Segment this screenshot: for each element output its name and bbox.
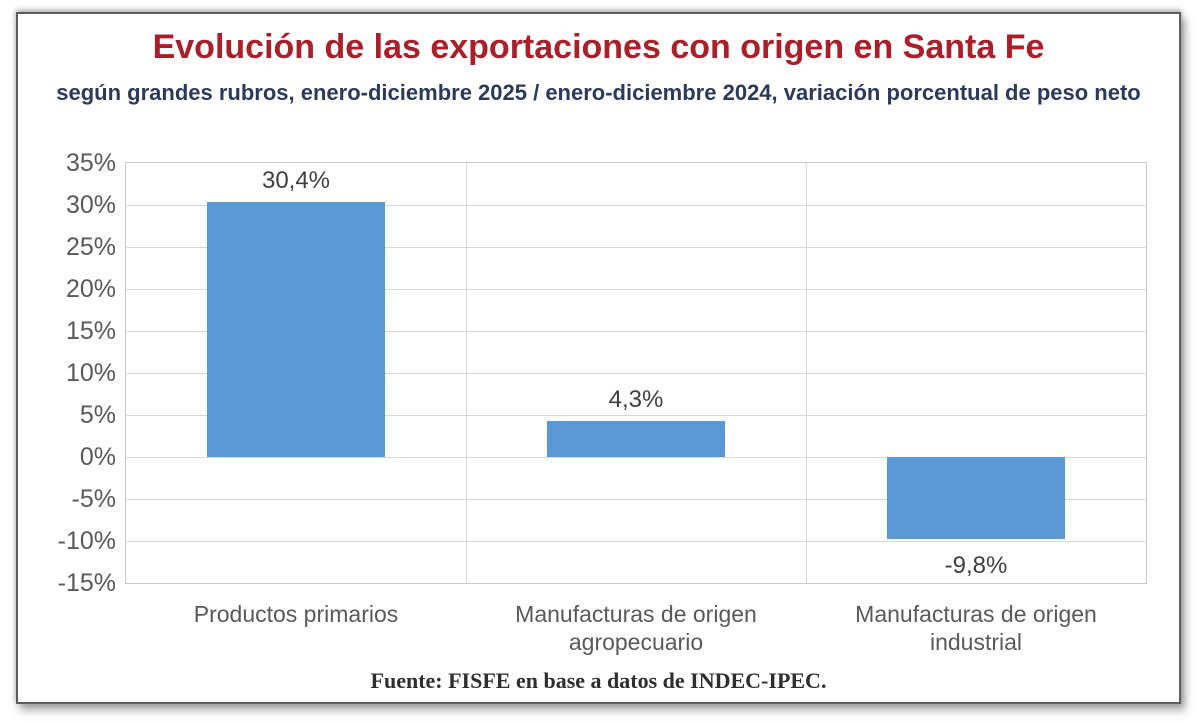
- chart-title: Evolución de las exportaciones con orige…: [152, 28, 1045, 66]
- category-label: Productos primarios: [193, 601, 399, 627]
- bar-value-label: 30,4%: [261, 166, 331, 194]
- y-axis-tick-label: 20%: [65, 275, 116, 303]
- y-axis-tick-label: -5%: [71, 485, 116, 513]
- gridline: [126, 456, 1146, 458]
- bar-value-label: -9,8%: [944, 552, 1008, 580]
- y-axis-tick-label: 0%: [79, 443, 116, 471]
- category-separator-line: [805, 163, 807, 583]
- y-axis-tick-label: -15%: [57, 569, 116, 597]
- bar-value-label: 4,3%: [608, 385, 664, 413]
- gridline: [126, 414, 1146, 416]
- category-separator-line: [465, 163, 467, 583]
- gridline: [126, 540, 1146, 542]
- y-axis-tick-label: 25%: [65, 233, 116, 261]
- chart-subtitle: según grandes rubros, enero-diciembre 20…: [56, 80, 1141, 105]
- gridline: [126, 498, 1146, 500]
- gridline: [126, 330, 1146, 332]
- y-axis-tick-label: -10%: [57, 527, 116, 555]
- gridline: [126, 204, 1146, 206]
- gridline: [126, 288, 1146, 290]
- plot-area: 35% 30% 25% 20% 15% 10% 5% 0% -5% -10% -15% 30,4% Pr…: [58, 149, 1147, 655]
- bar-3: [887, 457, 1065, 540]
- category-label: Manufacturas de origen industrial: [855, 601, 1097, 655]
- bar-1: [207, 201, 385, 457]
- gridline: [126, 372, 1146, 374]
- y-axis-tick-label: 15%: [65, 317, 116, 345]
- source-note: Fuente: FISFE en base a datos de INDEC-I…: [370, 668, 827, 693]
- y-axis-tick-label: 30%: [65, 191, 116, 219]
- gridline: [126, 246, 1146, 248]
- category-label: Manufacturas de origen agropecuario: [515, 601, 757, 655]
- y-axis-tick-label: 10%: [65, 359, 116, 387]
- chart-card: Evolución de las exportaciones con orige…: [16, 12, 1181, 704]
- y-axis-tick-label: 35%: [65, 149, 116, 177]
- bar-2: [547, 420, 725, 457]
- y-axis-tick-label: 5%: [79, 401, 116, 429]
